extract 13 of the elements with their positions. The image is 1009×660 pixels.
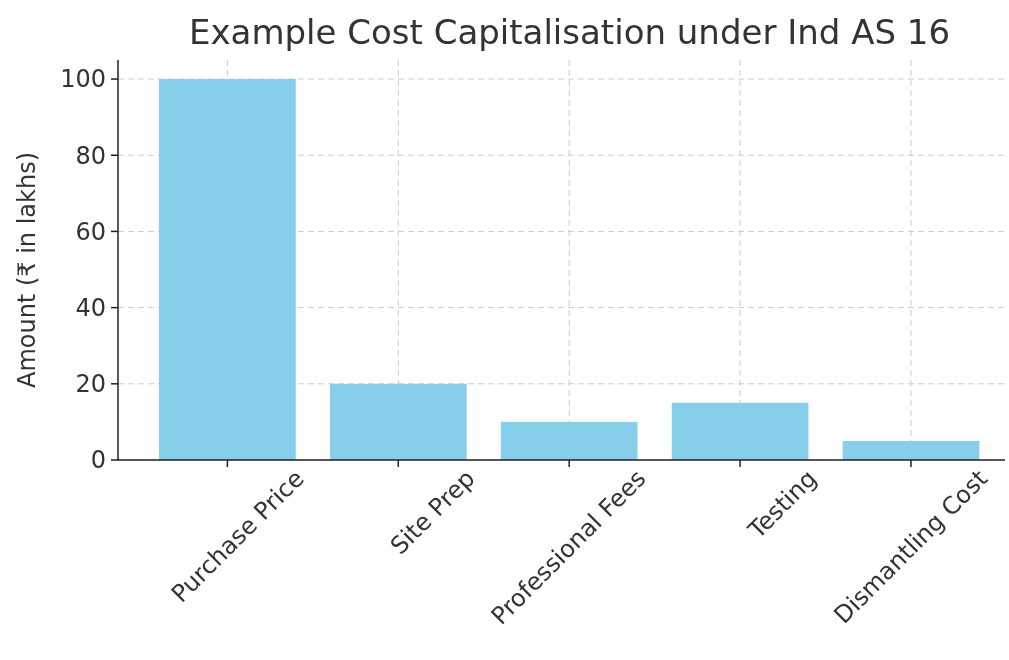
y-tick-label: 20: [75, 370, 106, 399]
y-tick-label: 0: [90, 446, 106, 475]
y-tick-label: 60: [75, 217, 106, 246]
y-tick-label: 40: [75, 294, 106, 323]
bar: [500, 421, 638, 460]
chart-title: Example Cost Capitalisation under Ind AS 16: [188, 12, 951, 52]
bar: [159, 79, 296, 460]
bar: [329, 383, 467, 460]
y-tick-label: 80: [75, 141, 106, 170]
y-tick-label: 100: [60, 65, 106, 94]
bar: [842, 440, 980, 460]
y-axis-title: Amount (₹ in lakhs): [13, 151, 41, 389]
bar: [671, 402, 809, 460]
